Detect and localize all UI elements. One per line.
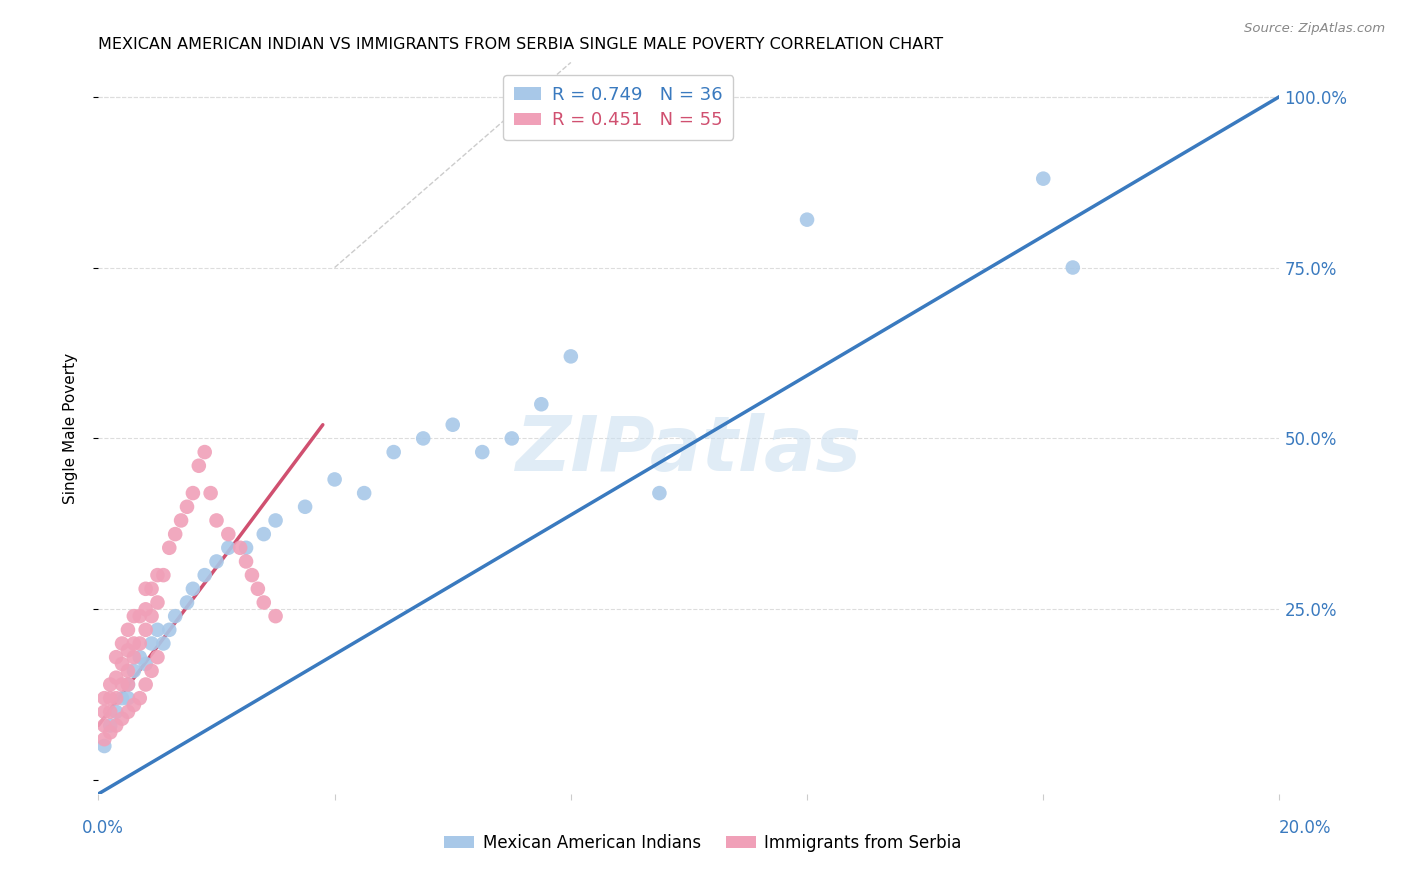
Point bbox=[111, 691, 134, 706]
Y-axis label: Single Male Poverty: Single Male Poverty bbox=[63, 352, 77, 504]
Point bbox=[111, 677, 134, 691]
Point bbox=[152, 636, 174, 650]
Text: ZIPatlas: ZIPatlas bbox=[516, 413, 862, 487]
Point bbox=[253, 595, 276, 609]
Point bbox=[105, 691, 128, 706]
Point bbox=[117, 691, 139, 706]
Point bbox=[117, 705, 139, 719]
Text: Source: ZipAtlas.com: Source: ZipAtlas.com bbox=[1244, 22, 1385, 36]
Point bbox=[135, 623, 157, 637]
Point bbox=[122, 636, 145, 650]
Text: MEXICAN AMERICAN INDIAN VS IMMIGRANTS FROM SERBIA SINGLE MALE POVERTY CORRELATIO: MEXICAN AMERICAN INDIAN VS IMMIGRANTS FR… bbox=[98, 37, 943, 52]
Point bbox=[1062, 260, 1084, 275]
Point bbox=[141, 664, 163, 678]
Point bbox=[796, 212, 818, 227]
Point bbox=[135, 602, 157, 616]
Point bbox=[205, 554, 228, 568]
Point bbox=[530, 397, 553, 411]
Point bbox=[105, 650, 128, 665]
Point bbox=[117, 623, 139, 637]
Point bbox=[471, 445, 494, 459]
Point bbox=[122, 664, 145, 678]
Point bbox=[141, 609, 163, 624]
Point bbox=[98, 718, 121, 732]
Point bbox=[229, 541, 252, 555]
Point bbox=[93, 718, 115, 732]
Point bbox=[165, 609, 187, 624]
Point bbox=[217, 527, 239, 541]
Point bbox=[117, 677, 139, 691]
Point bbox=[128, 636, 150, 650]
Point bbox=[105, 718, 128, 732]
Point bbox=[1032, 171, 1054, 186]
Point bbox=[157, 541, 180, 555]
Point bbox=[323, 472, 346, 486]
Point bbox=[146, 623, 169, 637]
Point bbox=[235, 541, 257, 555]
Point bbox=[135, 677, 157, 691]
Point bbox=[111, 636, 134, 650]
Point bbox=[146, 595, 169, 609]
Point bbox=[117, 664, 139, 678]
Point bbox=[152, 568, 174, 582]
Point bbox=[181, 486, 204, 500]
Point bbox=[105, 671, 128, 685]
Point bbox=[122, 609, 145, 624]
Point bbox=[200, 486, 222, 500]
Point bbox=[441, 417, 464, 432]
Point bbox=[217, 541, 239, 555]
Point bbox=[117, 643, 139, 657]
Point bbox=[98, 725, 121, 739]
Point bbox=[111, 712, 134, 726]
Point bbox=[264, 609, 287, 624]
Text: 0.0%: 0.0% bbox=[82, 819, 124, 837]
Point bbox=[205, 513, 228, 527]
Point bbox=[128, 691, 150, 706]
Point bbox=[170, 513, 193, 527]
Point bbox=[264, 513, 287, 527]
Point bbox=[194, 445, 217, 459]
Point bbox=[117, 677, 139, 691]
Point bbox=[176, 500, 198, 514]
Point bbox=[353, 486, 375, 500]
Point bbox=[382, 445, 405, 459]
Point bbox=[128, 650, 150, 665]
Point bbox=[93, 732, 115, 747]
Point bbox=[93, 739, 115, 753]
Point bbox=[181, 582, 204, 596]
Point bbox=[98, 677, 121, 691]
Point bbox=[93, 705, 115, 719]
Point bbox=[141, 582, 163, 596]
Point bbox=[253, 527, 276, 541]
Point bbox=[187, 458, 209, 473]
Point bbox=[122, 650, 145, 665]
Legend: Mexican American Indians, Immigrants from Serbia: Mexican American Indians, Immigrants fro… bbox=[437, 828, 969, 859]
Point bbox=[240, 568, 263, 582]
Point bbox=[135, 657, 157, 671]
Point bbox=[146, 568, 169, 582]
Point bbox=[648, 486, 671, 500]
Point bbox=[246, 582, 269, 596]
Point bbox=[146, 650, 169, 665]
Point bbox=[294, 500, 316, 514]
Point bbox=[128, 609, 150, 624]
Point bbox=[111, 657, 134, 671]
Point bbox=[194, 568, 217, 582]
Point bbox=[176, 595, 198, 609]
Point bbox=[122, 698, 145, 712]
Text: 20.0%: 20.0% bbox=[1278, 819, 1331, 837]
Point bbox=[93, 691, 115, 706]
Point bbox=[141, 636, 163, 650]
Point bbox=[235, 554, 257, 568]
Point bbox=[135, 582, 157, 596]
Point bbox=[560, 350, 582, 364]
Point bbox=[165, 527, 187, 541]
Point bbox=[501, 431, 523, 445]
Legend: R = 0.749   N = 36, R = 0.451   N = 55: R = 0.749 N = 36, R = 0.451 N = 55 bbox=[503, 75, 733, 140]
Point bbox=[412, 431, 434, 445]
Point bbox=[98, 705, 121, 719]
Point bbox=[98, 691, 121, 706]
Point bbox=[105, 705, 128, 719]
Point bbox=[157, 623, 180, 637]
